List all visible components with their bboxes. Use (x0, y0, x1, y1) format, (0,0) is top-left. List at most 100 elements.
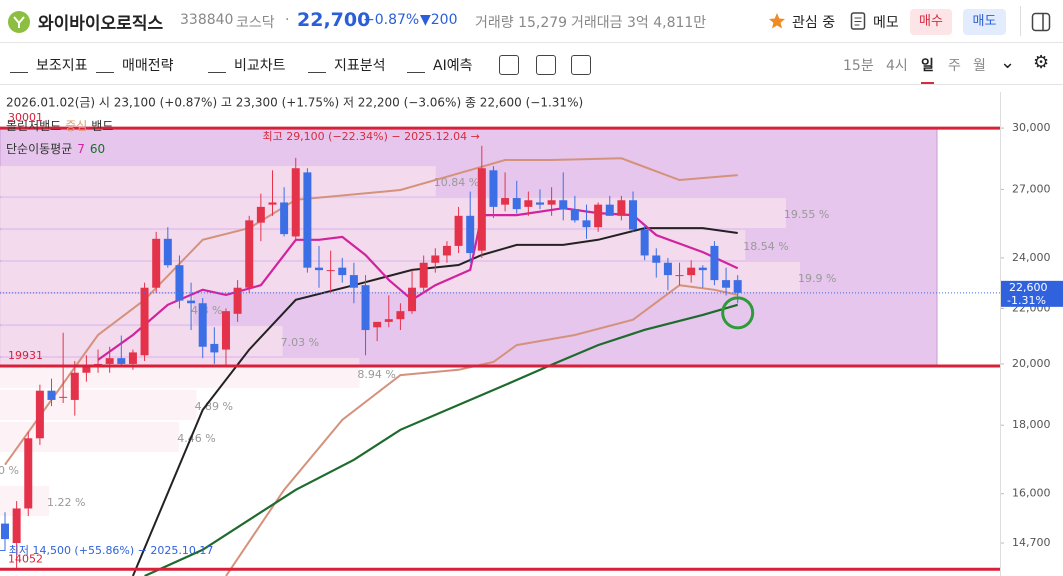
volume-profile-label: 4.46 % (177, 432, 215, 445)
tool-icon[interactable] (96, 56, 114, 73)
candle-body (617, 200, 626, 216)
moving-average (144, 303, 739, 576)
candle-body (303, 172, 312, 268)
last-change-label: -1.31% (1007, 294, 1046, 307)
memo-icon[interactable] (850, 11, 866, 31)
volume-profile-bar (0, 357, 360, 388)
candle-body (1, 523, 9, 540)
candle-body (210, 343, 219, 353)
period-button[interactable]: 주 (948, 58, 961, 74)
chevron-icon[interactable]: ⌄ (1000, 52, 1016, 73)
tool-icon[interactable] (208, 56, 226, 73)
candle-body (629, 200, 638, 230)
price: 22,700 (297, 9, 371, 31)
period-button[interactable]: 일 (921, 55, 934, 84)
candle-body (640, 229, 649, 256)
volume: 거래량 15,279 (475, 15, 568, 31)
star-icon[interactable] (768, 12, 786, 30)
divider (1020, 6, 1021, 36)
ma-legend: 단순이동평균 7 60 (6, 142, 105, 156)
horizontal-line-label: 14052 (8, 552, 43, 565)
candle-body (710, 245, 719, 281)
candle-body (221, 311, 230, 350)
candle-body (349, 275, 358, 288)
market: 코스닥 (236, 15, 275, 31)
candle-body (652, 255, 661, 263)
candle-body (722, 280, 731, 288)
tool-icon[interactable] (407, 56, 425, 73)
candle-body (175, 265, 184, 301)
change: ▼200 (420, 12, 458, 28)
candle-body (12, 508, 21, 544)
candle-body (687, 267, 696, 276)
candle-body (501, 198, 510, 205)
legend-item: 7 (77, 142, 85, 156)
volume-profile-label: 4.89 % (195, 400, 233, 413)
volume-profile-bar (0, 293, 193, 325)
candle-body (570, 209, 579, 221)
candle-body (280, 202, 289, 235)
memo-button[interactable]: 메모 (873, 15, 899, 31)
candle-body (187, 300, 196, 304)
y-tick-label: 16,000 (1012, 487, 1051, 500)
volume-profile-label: 8.94 % (357, 368, 395, 381)
candle-body (245, 220, 254, 288)
logo (8, 11, 30, 33)
period-button[interactable]: 4시 (886, 58, 908, 74)
candle-body (408, 287, 417, 312)
tool-button[interactable]: 보조지표 (36, 58, 88, 74)
panel-icon[interactable] (1031, 12, 1051, 32)
camera-icon[interactable] (571, 55, 591, 75)
candle-body (733, 280, 742, 293)
checkbox[interactable] (499, 55, 519, 75)
candle-body (315, 267, 324, 271)
amount: 거래대금 3억 4,811만 (571, 15, 707, 31)
tool-button[interactable]: 지표분석 (334, 58, 386, 74)
candle-body (152, 238, 161, 288)
candle-body (128, 352, 137, 364)
dot: · (285, 12, 290, 28)
sell-button[interactable]: 매도 (963, 9, 1006, 35)
volume-profile-label: 0 % (0, 464, 19, 477)
candle-icon[interactable] (536, 55, 556, 75)
candle-body (291, 168, 300, 237)
candle-body (198, 303, 207, 347)
candle-body (373, 321, 382, 328)
candle-body (454, 215, 463, 246)
candle-body (524, 200, 533, 207)
period-button[interactable]: 월 (973, 58, 986, 74)
legend-label: 단순이동평균 (6, 142, 72, 156)
settings-icon[interactable]: ⚙ (1033, 52, 1050, 73)
volume-profile-label: 7.03 % (281, 336, 319, 349)
tool-button[interactable]: 매매전략 (122, 58, 174, 74)
candle-body (47, 390, 56, 400)
candle-body (582, 220, 591, 228)
horizontal-line-label: 30001 (8, 111, 43, 124)
candle-body (268, 202, 277, 205)
buy-button[interactable]: 매수 (910, 9, 952, 35)
tool-button[interactable]: 비교차트 (234, 58, 286, 74)
stock-code: 338840 (180, 12, 234, 28)
candle-body (535, 202, 544, 205)
low-annotation: ← 최저 14,500 (+55.86%) − 2025.10.17 (0, 544, 213, 557)
bollinger-lower (225, 284, 738, 576)
tool-icon[interactable] (308, 56, 326, 73)
high-annotation: 최고 29,100 (−22.34%) − 2025.12.04 → (262, 130, 479, 143)
watch-button[interactable]: 관심 중 (792, 15, 836, 31)
tool-icon[interactable] (10, 56, 28, 73)
candle-body (663, 262, 672, 276)
candle-body (605, 204, 614, 216)
tool-button[interactable]: AI예측 (433, 58, 473, 74)
volume-profile-bar (0, 166, 436, 197)
candle-body (547, 200, 556, 205)
period-button[interactable]: 15분 (843, 58, 874, 74)
volume-profile-label: 18.54 % (743, 240, 788, 253)
volume-profile-label: 1.22 % (47, 496, 85, 509)
candle-body (59, 396, 68, 398)
candle-body (256, 206, 265, 223)
candle-body (698, 267, 707, 271)
last-price-label: 22,600 (1009, 281, 1048, 294)
volume-profile-label: 19.55 % (784, 208, 829, 221)
